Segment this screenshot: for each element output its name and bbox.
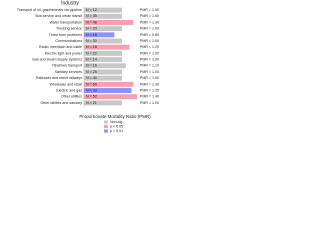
y-tick-label: Electric light and power (45, 51, 83, 55)
value-label: PMR = 0.80 (140, 33, 159, 37)
legend-label: p < 0.01 (110, 129, 123, 133)
y-tick-label: Transport of oil, gas/minerals via pipel… (17, 8, 82, 12)
background (0, 0, 162, 135)
value-label: PMR = 1.30 (140, 20, 159, 24)
n-label: N = 22 (86, 51, 97, 55)
bar (84, 7, 122, 13)
chart-title: Industry (61, 0, 79, 6)
value-label: PMR = 1.00 (140, 58, 159, 62)
n-label: N = 30 (86, 39, 97, 43)
bar (84, 57, 122, 63)
bar (84, 69, 122, 75)
y-tick-label: Three born problems (49, 33, 83, 37)
n-label: N = 21 (86, 101, 97, 105)
bar (84, 38, 122, 44)
n-label: N = 15 (86, 33, 97, 37)
bar (84, 88, 132, 94)
legend-swatch (104, 125, 108, 128)
n-label: N = 20 (86, 27, 97, 31)
bar (84, 13, 122, 19)
x-axis-title: Proportionate Mortality Ratio (PMR) (79, 114, 151, 119)
value-label: PMR = 1.00 (140, 14, 159, 18)
n-label: N = 16 (86, 64, 97, 68)
n-label: N = 25 (86, 70, 97, 74)
value-label: PMR = 1.30 (140, 82, 159, 86)
n-label: N = 18 (86, 45, 97, 49)
legend-swatch (104, 120, 108, 124)
legend-label: p < 0.05 (110, 124, 123, 128)
n-label: N = 48 (86, 20, 97, 24)
y-tick-label: Trucking service (56, 27, 82, 31)
y-tick-label: Water transportation (50, 20, 82, 24)
value-label: PMR = 1.00 (140, 39, 159, 43)
value-label: PMR = 1.20 (140, 45, 159, 49)
y-tick-label: Pipelines transport (52, 64, 82, 68)
bar (84, 19, 134, 25)
y-tick-label: Wholesale and retail (49, 82, 82, 86)
n-label: N = 14 (86, 58, 97, 62)
value-label: PMR = 1.00 (140, 8, 159, 12)
y-tick-label: Electric and gas (56, 88, 82, 92)
bar (84, 94, 138, 100)
n-label: N = 33 (86, 88, 97, 92)
value-label: PMR = 1.00 (140, 27, 159, 31)
bar (84, 75, 122, 81)
bar (84, 100, 122, 106)
y-tick-label: Railroads and street railways (36, 76, 82, 80)
value-label: PMR = 1.40 (140, 95, 159, 99)
value-label: PMR = 1.00 (140, 70, 159, 74)
bar (84, 50, 122, 56)
n-label: N = 40 (86, 76, 97, 80)
legend-swatch (104, 129, 108, 133)
bar (84, 63, 126, 69)
legend-label: Non-sig (110, 120, 122, 124)
bar (84, 44, 130, 50)
value-label: PMR = 1.25 (140, 88, 159, 92)
bar (84, 81, 134, 87)
y-tick-label: Other utilities (61, 95, 82, 99)
y-tick-label: Communications (55, 39, 82, 43)
y-tick-label: Sanitary services (55, 70, 83, 74)
bar (84, 32, 115, 38)
y-tick-label: Other utilities and sanitary (40, 101, 82, 105)
n-label: N = 52 (86, 95, 97, 99)
y-tick-label: Radio, television and cable (39, 45, 82, 49)
n-label: N = 35 (86, 14, 97, 18)
n-label: N = 60 (86, 82, 97, 86)
value-label: PMR = 1.00 (140, 51, 159, 55)
bar (84, 26, 122, 32)
value-label: PMR = 1.10 (140, 64, 159, 68)
value-label: PMR = 1.00 (140, 76, 159, 80)
y-tick-label: Bus service and urban transit (35, 14, 82, 18)
n-label: N = 12 (86, 8, 97, 12)
chart: Industry Proportionate Mortality Ratio (… (0, 0, 162, 135)
value-label: PMR = 1.00 (140, 101, 159, 105)
y-tick-label: Gas and steam supply systems (32, 58, 82, 62)
